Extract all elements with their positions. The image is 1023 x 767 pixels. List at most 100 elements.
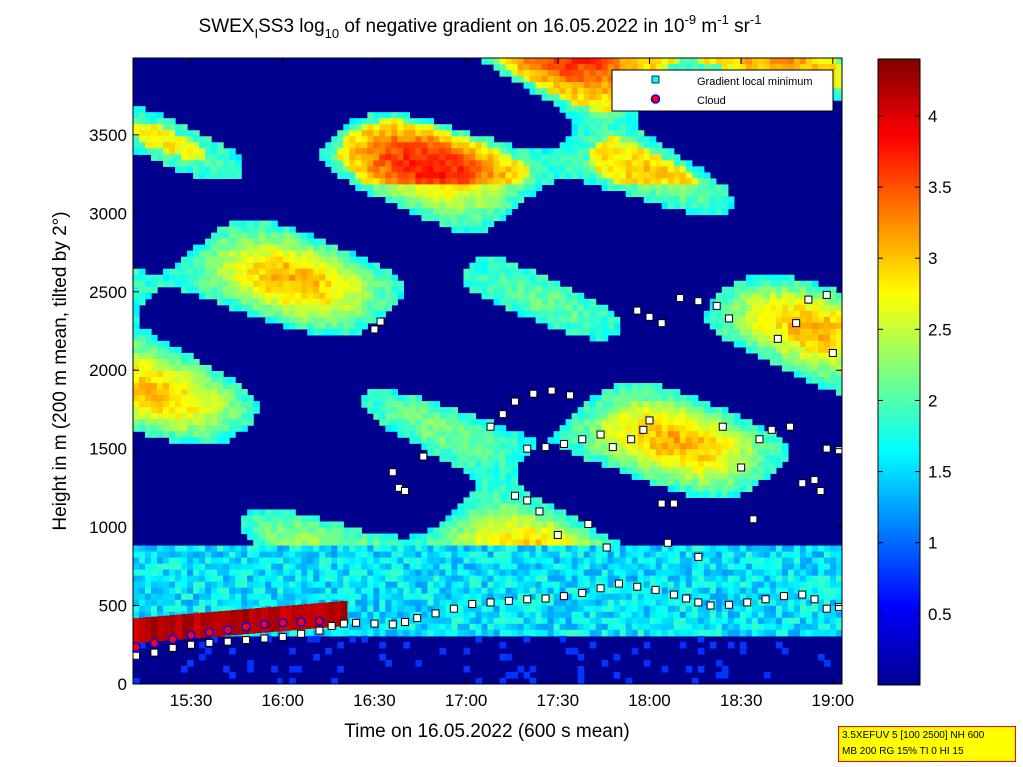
heat-cell bbox=[289, 575, 296, 583]
heat-cell bbox=[673, 64, 681, 71]
heat-cell bbox=[427, 196, 435, 204]
heat-cell bbox=[451, 611, 459, 619]
heat-cell bbox=[649, 479, 657, 486]
heat-cell bbox=[391, 130, 398, 137]
heat-cell bbox=[667, 190, 675, 198]
heat-cell bbox=[613, 58, 621, 65]
heat-cell bbox=[475, 136, 483, 143]
heat-cell bbox=[289, 581, 296, 589]
heat-cell bbox=[361, 160, 368, 167]
heat-cell bbox=[481, 184, 489, 192]
heat-cell bbox=[325, 250, 332, 258]
heat-cell bbox=[457, 184, 465, 192]
heat-cell bbox=[511, 545, 519, 553]
heat-cell bbox=[349, 268, 356, 276]
heat-cell bbox=[805, 286, 813, 294]
heat-cell bbox=[145, 557, 152, 565]
heat-cell bbox=[271, 551, 278, 559]
heat-cell bbox=[655, 148, 663, 155]
heat-cell bbox=[499, 527, 507, 535]
heat-cell bbox=[571, 593, 579, 601]
heat-cell bbox=[217, 593, 224, 601]
heat-cell bbox=[613, 383, 621, 390]
heat-cell bbox=[241, 563, 248, 571]
heat-cell bbox=[277, 527, 284, 535]
heat-cell bbox=[259, 557, 266, 565]
heat-cell bbox=[175, 268, 182, 276]
heat-cell bbox=[145, 358, 152, 366]
heat-cell bbox=[385, 563, 392, 571]
heat-cell bbox=[343, 136, 350, 143]
heat-cell bbox=[715, 58, 723, 65]
heat-cell bbox=[553, 509, 561, 517]
heat-cell bbox=[799, 304, 807, 312]
heat-cell bbox=[781, 551, 789, 559]
heat-cell bbox=[241, 581, 248, 589]
heat-cell bbox=[553, 100, 561, 107]
heat-cell bbox=[433, 605, 441, 613]
heat-cell bbox=[559, 581, 567, 589]
heat-cell bbox=[469, 220, 477, 228]
heat-cell bbox=[577, 82, 585, 89]
heat-cell bbox=[409, 196, 416, 204]
heat-cell bbox=[607, 112, 615, 119]
heat-cell bbox=[361, 154, 368, 161]
heat-cell bbox=[211, 599, 218, 607]
heat-cell bbox=[367, 172, 374, 179]
heat-cell bbox=[145, 395, 152, 402]
heat-cell bbox=[607, 545, 615, 553]
heat-cell bbox=[211, 437, 218, 444]
heat-cell bbox=[625, 395, 633, 402]
heat-cell bbox=[511, 148, 519, 155]
heat-cell bbox=[337, 274, 344, 282]
heat-cell bbox=[259, 551, 266, 559]
heat-cell bbox=[475, 485, 483, 492]
heat-cell bbox=[511, 443, 519, 450]
heat-cell bbox=[643, 593, 651, 601]
heat-cell bbox=[823, 286, 831, 294]
heat-cell bbox=[247, 238, 254, 246]
heat-cell bbox=[427, 202, 435, 210]
heat-cell bbox=[139, 106, 146, 113]
heat-cell bbox=[361, 172, 368, 179]
heat-cell bbox=[601, 136, 609, 143]
heat-cell bbox=[625, 389, 633, 396]
heat-cell bbox=[151, 352, 158, 360]
heat-cell bbox=[379, 557, 386, 565]
heat-cell bbox=[751, 286, 759, 294]
heat-cell bbox=[715, 605, 723, 613]
heat-cell bbox=[331, 292, 338, 300]
heat-cell bbox=[535, 286, 543, 294]
heat-cell bbox=[415, 557, 423, 565]
heat-cell bbox=[553, 569, 561, 577]
heat-cell bbox=[457, 515, 465, 523]
heat-cell bbox=[355, 256, 362, 264]
heat-cell bbox=[799, 611, 807, 619]
heat-cell bbox=[799, 358, 807, 366]
heat-cell bbox=[289, 509, 296, 517]
heat-cell bbox=[739, 292, 747, 300]
heat-cell bbox=[661, 563, 669, 571]
heat-cell bbox=[751, 304, 759, 312]
heat-cell bbox=[817, 557, 825, 565]
heat-cell bbox=[133, 310, 140, 318]
heat-cell bbox=[499, 196, 507, 204]
heat-cell bbox=[757, 545, 765, 553]
heat-cell bbox=[319, 268, 326, 276]
heat-cell bbox=[457, 443, 465, 450]
heat-cell bbox=[685, 581, 693, 589]
heat-cell bbox=[355, 286, 362, 294]
heat-cell bbox=[235, 419, 242, 426]
heat-cell bbox=[385, 545, 392, 553]
heat-cell bbox=[289, 262, 296, 270]
heat-cell bbox=[541, 166, 549, 173]
heat-cell bbox=[283, 304, 290, 312]
heat-cell bbox=[337, 160, 344, 167]
heat-cell bbox=[391, 587, 398, 595]
heat-cell bbox=[685, 545, 693, 553]
heat-cell bbox=[457, 569, 465, 577]
heat-cell bbox=[259, 509, 266, 517]
heat-cell bbox=[307, 527, 314, 535]
heat-cell bbox=[487, 274, 495, 282]
heat-cell bbox=[481, 292, 489, 300]
